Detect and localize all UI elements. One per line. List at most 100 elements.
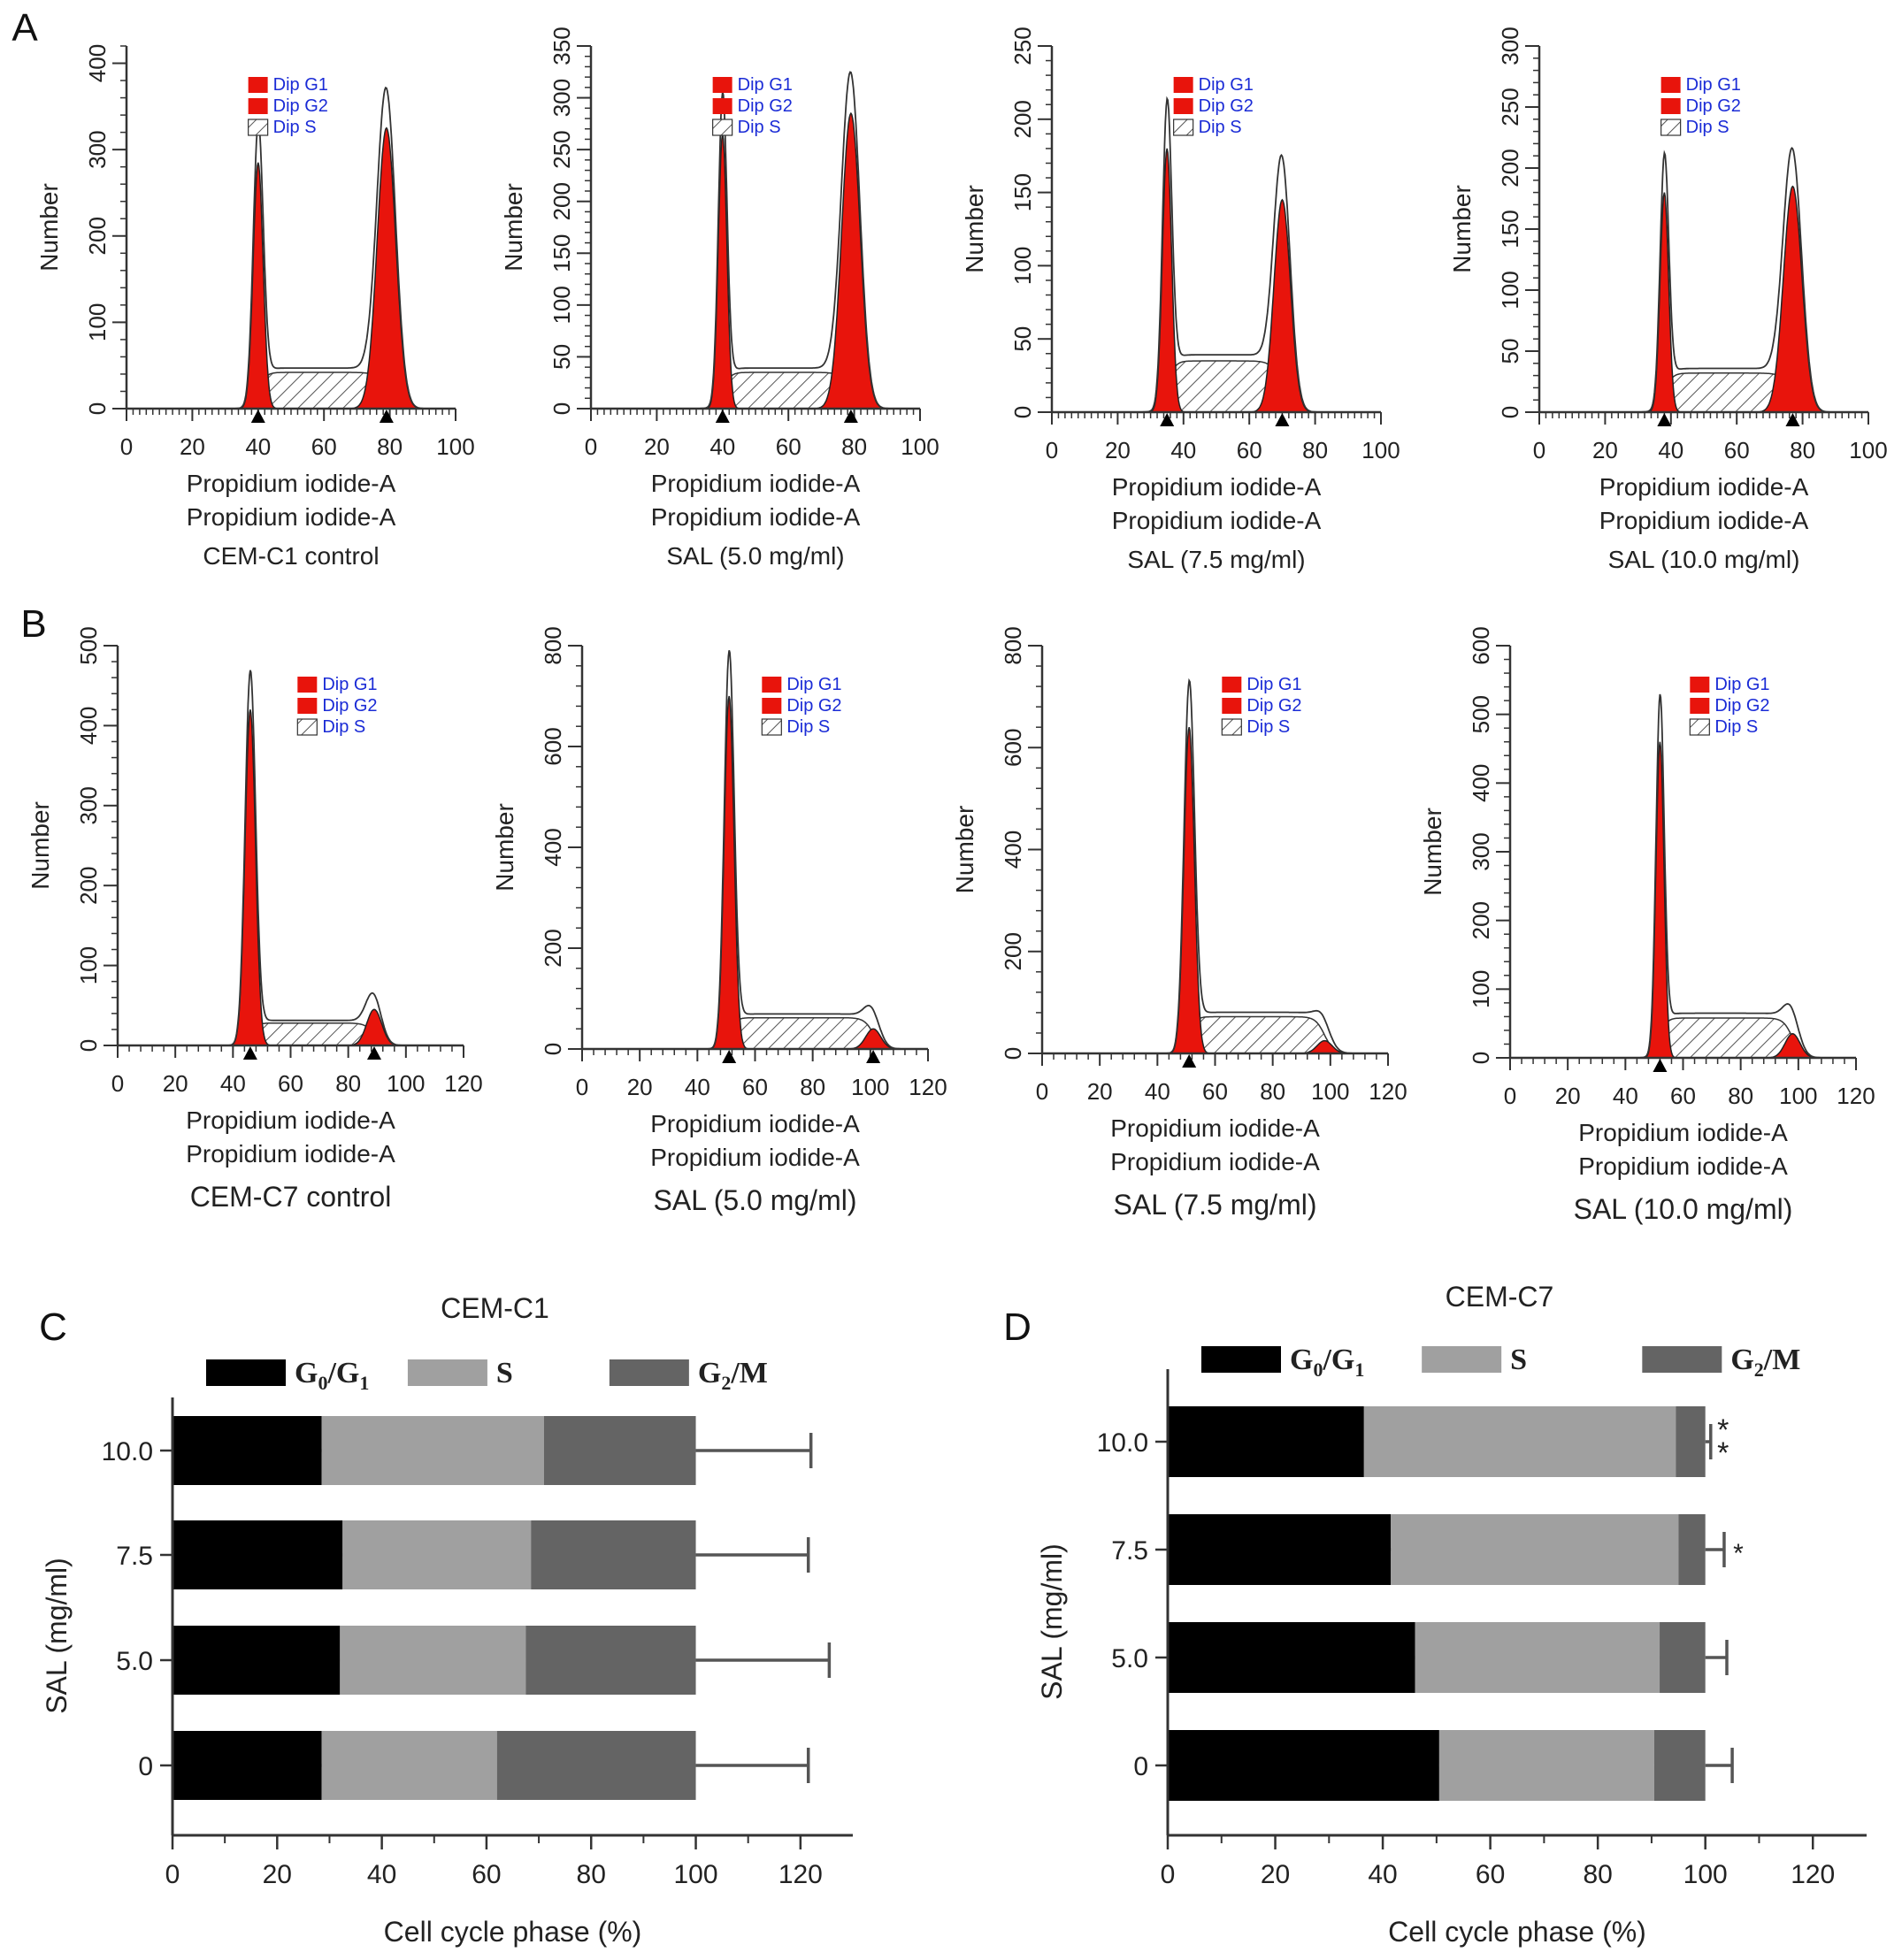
x-tick-label: 0 bbox=[585, 433, 597, 460]
dip-g1-peak bbox=[582, 695, 928, 1050]
x-tick-label: 120 bbox=[1369, 1078, 1407, 1105]
bar-segment-g2-m bbox=[1660, 1622, 1706, 1693]
bar-segment-s bbox=[321, 1731, 497, 1800]
y-tick-label: 5.0 bbox=[116, 1647, 153, 1676]
panel-caption: CEM-C7 control bbox=[190, 1181, 392, 1213]
dip-g2-peak bbox=[591, 111, 920, 410]
y-tick-label: 500 bbox=[75, 626, 102, 664]
peak-marker bbox=[250, 410, 265, 423]
y-tick-label: 10.0 bbox=[1097, 1428, 1148, 1458]
panel-caption: SAL (5.0 mg/ml) bbox=[666, 542, 844, 570]
x-tick-label: 40 bbox=[1368, 1860, 1397, 1889]
y-tick-label: 300 bbox=[1497, 27, 1523, 65]
legend-label: Dip G2 bbox=[1686, 96, 1741, 116]
legend-label: G0/G1 bbox=[295, 1357, 369, 1394]
legend-swatch bbox=[1660, 119, 1682, 136]
y-tick-label: 600 bbox=[1468, 626, 1494, 664]
legend-label: Dip G2 bbox=[786, 696, 841, 716]
legend-label: Dip S bbox=[1199, 118, 1242, 137]
x-axis-label: Propidium iodide-A bbox=[1110, 1114, 1320, 1142]
legend-label: Dip G2 bbox=[1246, 696, 1301, 716]
bar-segment-g2-m bbox=[1676, 1406, 1706, 1477]
legend-label: Dip S bbox=[322, 717, 365, 737]
y-tick-label: 800 bbox=[540, 626, 566, 664]
y-tick-label: 300 bbox=[548, 79, 575, 117]
x-tick-label: 0 bbox=[111, 1070, 124, 1097]
histogram-1: 0 20 40 60 80 100 0 100 200 300 400 Number Propidium… bbox=[35, 44, 475, 570]
x-tick-label: 40 bbox=[1658, 437, 1683, 463]
y-tick-label: 800 bbox=[1000, 626, 1026, 664]
legend-label: Dip G1 bbox=[1686, 75, 1741, 95]
y-axis-label: Number bbox=[961, 185, 988, 273]
legend-label: Dip S bbox=[1714, 717, 1758, 737]
y-tick-label: 500 bbox=[1468, 695, 1494, 733]
legend-swatch bbox=[1173, 98, 1193, 114]
peak-marker bbox=[366, 1046, 381, 1060]
y-axis-label: SAL (mg/ml) bbox=[41, 1558, 73, 1714]
legend-swatch bbox=[206, 1359, 286, 1386]
x-tick-label: 20 bbox=[627, 1074, 653, 1100]
legend-swatch bbox=[1689, 718, 1710, 736]
x-tick-label: 100 bbox=[1779, 1083, 1817, 1109]
y-tick-label: 0 bbox=[1133, 1752, 1148, 1781]
x-tick-label: 80 bbox=[1302, 437, 1328, 463]
x-tick-label: 100 bbox=[1683, 1860, 1728, 1889]
bar-segment-s bbox=[340, 1626, 526, 1695]
legend-label: Dip G1 bbox=[273, 75, 328, 95]
x-axis-label: Cell cycle phase (%) bbox=[1388, 1916, 1646, 1948]
peak-marker bbox=[1657, 413, 1672, 426]
x-tick-label: 100 bbox=[1311, 1078, 1349, 1105]
legend-label-part: /M bbox=[1763, 1344, 1801, 1376]
x-tick-label: 120 bbox=[444, 1070, 482, 1097]
x-tick-label: 80 bbox=[577, 1860, 606, 1889]
panel-caption: SAL (10.0 mg/ml) bbox=[1608, 546, 1800, 573]
y-tick-label: 50 bbox=[548, 344, 575, 370]
x-tick-label: 40 bbox=[1170, 437, 1196, 463]
y-axis-label: Number bbox=[35, 183, 63, 272]
dip-g1-peak bbox=[1042, 727, 1388, 1054]
total-fit-line bbox=[582, 650, 928, 1050]
x-axis-label: Propidium iodide-A bbox=[650, 1110, 860, 1137]
legend-label-part: /G bbox=[326, 1357, 359, 1390]
y-axis-label: Number bbox=[1448, 185, 1476, 273]
bar-segment-g0-g1 bbox=[173, 1416, 322, 1485]
x-tick-label: 80 bbox=[841, 433, 867, 460]
legend-label: S bbox=[1510, 1344, 1527, 1376]
x-tick-label: 0 bbox=[165, 1860, 180, 1889]
y-tick-label: 300 bbox=[1468, 832, 1494, 870]
bar-segment-g2-m bbox=[1653, 1730, 1706, 1801]
x-tick-label: 60 bbox=[1202, 1078, 1228, 1105]
y-tick-label: 200 bbox=[84, 217, 111, 255]
legend-swatch bbox=[296, 718, 318, 736]
x-tick-label: 20 bbox=[1087, 1078, 1113, 1105]
legend-swatch bbox=[1222, 698, 1242, 714]
bar-segment-g2-m bbox=[525, 1626, 696, 1695]
peak-marker bbox=[1275, 413, 1290, 426]
legend-label-part: S bbox=[1510, 1344, 1527, 1376]
y-tick-label: 400 bbox=[1000, 831, 1026, 869]
stacked-bar-chart-d: CEM-C7G0/G1SG2/M****10.0**7.55.000204060… bbox=[1036, 1281, 1867, 1948]
x-tick-label: 60 bbox=[278, 1070, 303, 1097]
peak-marker bbox=[379, 410, 394, 423]
bar-segment-g0-g1 bbox=[1168, 1622, 1415, 1693]
legend-label: Dip G2 bbox=[322, 696, 377, 716]
legend-label: Dip S bbox=[1686, 118, 1729, 137]
y-tick-label: 200 bbox=[548, 182, 575, 220]
x-axis-label-2: Propidium iodide-A bbox=[1599, 507, 1809, 534]
peak-marker bbox=[1785, 413, 1800, 426]
y-tick-label: 0 bbox=[1497, 406, 1523, 418]
y-axis-label: Number bbox=[491, 803, 518, 892]
y-tick-label: 300 bbox=[75, 786, 102, 824]
peak-marker bbox=[715, 410, 730, 423]
legend-label-part: 0 bbox=[1313, 1359, 1323, 1381]
legend-label-part: G bbox=[295, 1357, 318, 1390]
legend-swatch bbox=[248, 77, 268, 93]
bar-segment-g0-g1 bbox=[1168, 1730, 1439, 1801]
bar-segment-g2-m bbox=[496, 1731, 696, 1800]
x-tick-label: 60 bbox=[1476, 1860, 1505, 1889]
dip-s-area bbox=[1539, 372, 1868, 413]
x-tick-label: 60 bbox=[1670, 1083, 1696, 1109]
y-tick-label: 400 bbox=[75, 707, 102, 745]
histogram-3: 0 20 40 60 80 100 0 50 100 150 200 250 Number Propidi… bbox=[961, 27, 1400, 573]
y-tick-label: 200 bbox=[1000, 932, 1026, 970]
